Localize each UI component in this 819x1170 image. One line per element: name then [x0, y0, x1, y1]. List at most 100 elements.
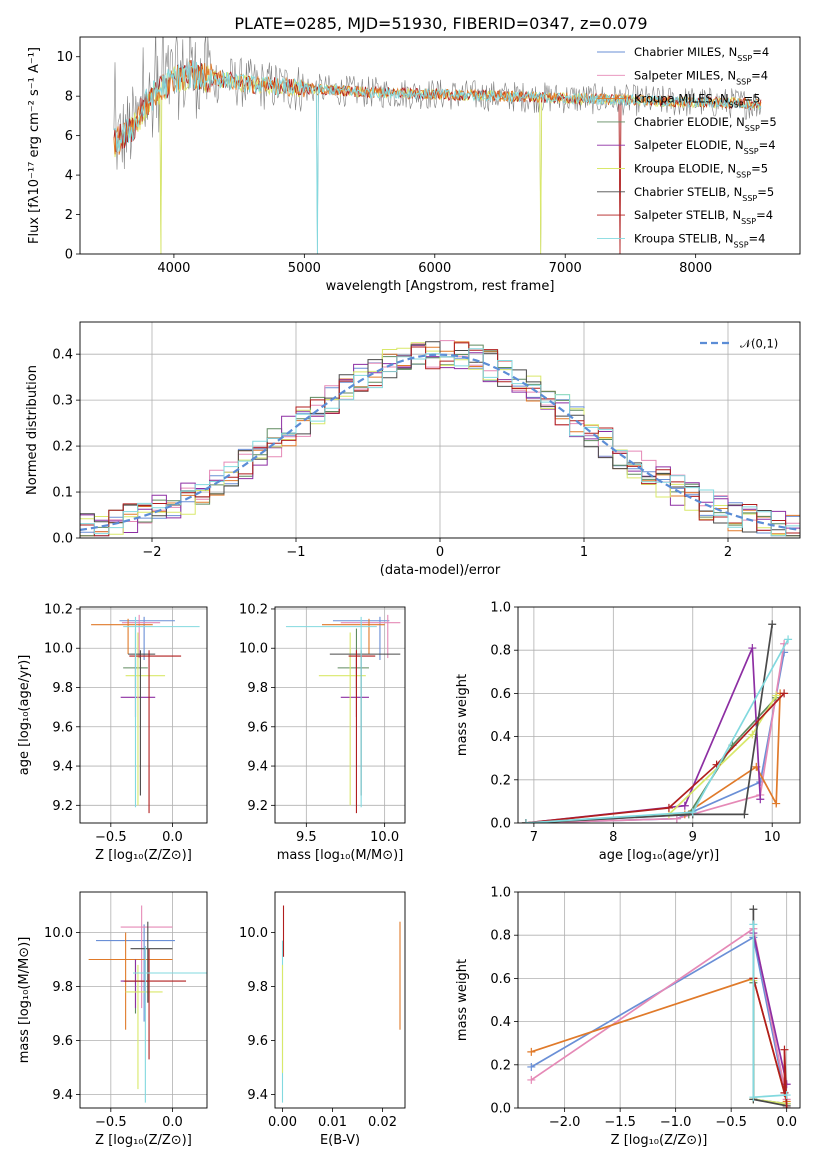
plot-area-mass_vs_Z	[80, 892, 207, 1108]
errorbar-salpeter_stelib	[124, 948, 187, 1060]
y-tick-label: 9.8	[247, 681, 268, 696]
series-line-kroupa_miles	[531, 977, 788, 1102]
series-marker-salpeter_stelib	[664, 803, 673, 812]
y-axis-label: mass weight	[455, 959, 470, 1041]
series-marker-kroupa_stelib	[749, 1093, 758, 1102]
y-axis-label: mass weight	[455, 674, 470, 756]
axes-frame	[79, 606, 208, 824]
y-tick-label: 6	[65, 129, 73, 144]
x-tick-label: −0.5	[95, 830, 127, 845]
series-marker-kroupa_stelib	[782, 1091, 791, 1100]
legend-label-chabrier_elodie: Chabrier ELODIE, NSSP=5	[634, 115, 777, 132]
series-marker-kroupa_miles	[772, 799, 781, 808]
errorbar-chabrier_stelib	[130, 921, 173, 1003]
x-axis-label: wavelength [Angstrom, rest frame]	[326, 279, 555, 294]
y-tick-label: 10.2	[239, 602, 268, 617]
legend-label-salpeter_stelib: Salpeter STELIB, NSSP=4	[634, 208, 773, 226]
legend-label-chabrier_miles: Chabrier MILES, NSSP=4	[634, 45, 769, 63]
axes-frame	[517, 606, 801, 824]
series-marker-salpeter_stelib	[780, 1045, 789, 1054]
x-tick-label: −1	[286, 545, 305, 560]
x-tick-label: 8000	[679, 261, 712, 276]
errorbar-kroupa_stelib	[285, 616, 377, 808]
errorbar-salpeter_stelib	[129, 650, 182, 814]
x-tick-label: −2.0	[549, 1115, 581, 1130]
y-tick-label: 9.2	[247, 799, 268, 814]
x-tick-label: 0.0	[776, 1115, 797, 1130]
x-tick-label: −0.5	[715, 1115, 747, 1130]
y-tick-label: 0.0	[52, 532, 73, 547]
y-tick-label: 9.8	[52, 681, 73, 696]
x-tick-label: 0.00	[268, 1115, 297, 1130]
series-line-chabrier_miles	[530, 936, 788, 1104]
plot-area-spectrum	[113, 37, 762, 254]
errorbar-chabrier_miles	[119, 616, 175, 661]
x-tick-label: 0.02	[368, 1115, 397, 1130]
axes-frame	[79, 891, 208, 1109]
series-line-salpeter_miles	[530, 927, 788, 1100]
y-tick-label: 0.4	[490, 1015, 511, 1030]
series-marker-chabrier_stelib	[749, 905, 758, 914]
series-line-chabrier_elodie	[525, 697, 777, 823]
x-tick-label: 8	[609, 830, 617, 845]
series-marker-salpeter_elodie	[748, 644, 757, 653]
y-axis-label: Flux [fλ10⁻¹⁷ erg cm⁻² s⁻¹ A⁻¹]	[27, 47, 42, 244]
x-tick-label: 7	[530, 830, 538, 845]
errorbar-salpeter_stelib	[348, 650, 376, 814]
legend-label-salpeter_miles: Salpeter MILES, NSSP=4	[634, 68, 768, 86]
panel-age_vs_mass: 9.5 10.0 9.2 9.4 9.6 9.8 10.0 10.2 mass [log₁₀(M…	[239, 602, 406, 863]
errorbar-salpeter_miles	[120, 905, 173, 1009]
errorbar-chabrier_stelib	[329, 650, 401, 796]
y-tick-label: 0.2	[490, 773, 511, 788]
series-line-salpeter_miles	[525, 643, 785, 823]
legend-label-salpeter_elodie: Salpeter ELODIE, NSSP=4	[634, 138, 776, 156]
normal-curve	[80, 353, 800, 531]
series-marker-kroupa_stelib	[749, 920, 758, 929]
y-tick-label: 0.6	[490, 972, 511, 987]
errorbar-chabrier_stelib	[128, 650, 156, 796]
series-line-kroupa_elodie	[525, 695, 777, 823]
x-tick-label: 6000	[418, 261, 451, 276]
axes-frame	[79, 321, 801, 539]
panel-spectrum: 4000 5000 6000 7000 8000 0 2 4 6 8 10 wavelength [A…	[27, 36, 801, 294]
y-tick-label: 9.6	[52, 720, 73, 735]
series-line-kroupa_miles	[525, 693, 781, 823]
series-marker-salpeter_stelib	[782, 1104, 791, 1108]
series-marker-kroupa_elodie	[748, 730, 757, 739]
x-axis-label: E(B-V)	[320, 1133, 360, 1148]
x-tick-label: −2	[142, 545, 161, 560]
series-marker-kroupa_stelib	[521, 819, 530, 823]
series-marker-kroupa_stelib	[784, 635, 793, 644]
series-line-chabrier_miles	[525, 652, 785, 823]
y-tick-label: 9.6	[247, 720, 268, 735]
legend-label-kroupa_miles: Kroupa MILES, NSSP=5	[634, 92, 760, 110]
panel-residuals: −2 −1 0 1 2 0.0 0.1 0.2 0.3 0.4 (data-model)/error…	[25, 321, 801, 578]
y-tick-label: 0.0	[490, 1102, 511, 1117]
y-tick-label: 0.6	[490, 687, 511, 702]
panel-mass_vs_ebv: 0.00 0.01 0.02 9.4 9.6 9.8 10.0 E(B-V)	[239, 891, 406, 1148]
errorbar-kroupa_stelib	[133, 946, 207, 1103]
y-tick-label: 0	[65, 248, 73, 263]
y-tick-label: 1.0	[490, 886, 511, 901]
plot-area-age_vs_mass	[275, 607, 405, 823]
x-tick-label: 5000	[288, 261, 321, 276]
y-axis-label: Normed distribution	[25, 365, 40, 495]
y-tick-label: 9.8	[247, 980, 268, 995]
y-axis-label: age [log₁₀(age/yr)]	[17, 655, 32, 776]
spectrum-legend: Chabrier MILES, NSSP=4 Salpeter MILES, NS…	[597, 45, 777, 249]
series-marker-kroupa_miles	[527, 1047, 536, 1056]
y-tick-label: 9.4	[52, 1088, 73, 1103]
axes-frame	[274, 891, 406, 1109]
series-line-salpeter_stelib	[752, 978, 788, 1108]
y-tick-label: 10.0	[44, 642, 73, 657]
y-tick-label: 0.1	[52, 486, 73, 501]
x-tick-label: 0	[436, 545, 444, 560]
x-tick-label: 2	[724, 545, 732, 560]
panel-mass_vs_Z: −0.5 0.0 9.4 9.6 9.8 10.0 Z [log₁₀(Z/Z⊙)] mass …	[17, 891, 208, 1148]
y-axis-label: mass [log₁₀(M/M⊙)]	[17, 937, 32, 1064]
y-tick-label: 9.4	[247, 760, 268, 775]
plot-area-mass_weight_vs_Z	[518, 892, 800, 1108]
figure-title: PLATE=0285, MJD=51930, FIBERID=0347, z=0…	[234, 14, 647, 33]
y-tick-label: 0.2	[490, 1058, 511, 1073]
series-marker-kroupa_stelib	[688, 808, 697, 817]
